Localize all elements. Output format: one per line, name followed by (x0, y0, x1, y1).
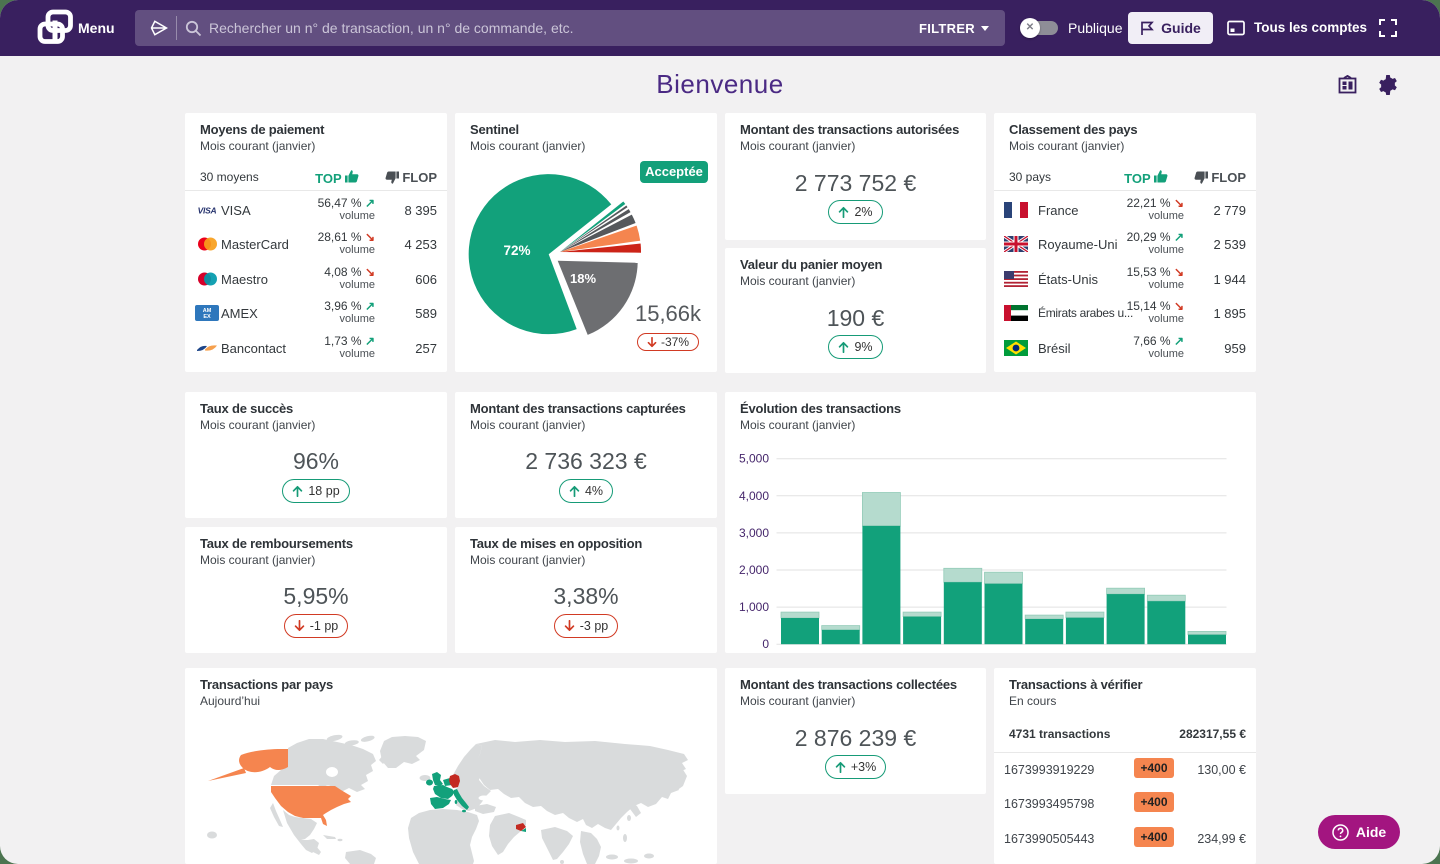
svg-text:1,000: 1,000 (739, 600, 769, 614)
svg-text:5,000: 5,000 (739, 452, 769, 466)
svg-text:0: 0 (762, 637, 769, 651)
svg-text:4,000: 4,000 (739, 489, 769, 503)
svg-text:2,000: 2,000 (739, 563, 769, 577)
svg-text:AM: AM (203, 308, 212, 314)
svg-text:EX: EX (203, 314, 211, 320)
svg-text:3,000: 3,000 (739, 526, 769, 540)
svg-text:VISA: VISA (198, 206, 217, 216)
